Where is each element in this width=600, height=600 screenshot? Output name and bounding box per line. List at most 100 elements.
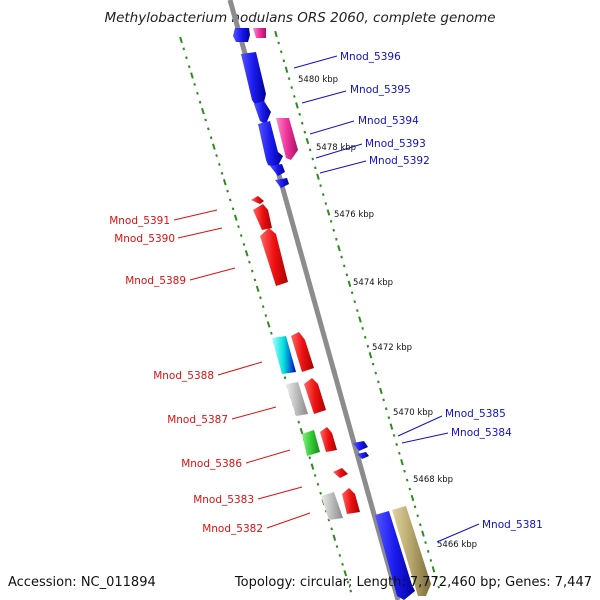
gene-label[interactable]: Mnod_5383 [193, 494, 254, 506]
label-leader [301, 90, 347, 104]
tick-label: 5468 kbp [413, 475, 453, 485]
gene-arrow[interactable] [276, 118, 298, 160]
gene-arrow[interactable] [357, 452, 369, 459]
guide-dot [424, 541, 427, 544]
tick-label: 5476 kbp [334, 210, 374, 220]
label-leader [189, 267, 236, 281]
guide-dot [231, 207, 235, 211]
guide-dot [437, 585, 440, 589]
forward-strand-genes [233, 28, 431, 600]
guide-tick [255, 285, 260, 293]
guide-dot [182, 47, 186, 51]
guide-tick [410, 494, 415, 502]
guide-tick [337, 245, 341, 252]
gene-label[interactable]: Mnod_5388 [153, 370, 214, 382]
gene-arrow[interactable] [253, 28, 266, 38]
gene-arrow[interactable] [260, 228, 288, 286]
gene-label[interactable]: Mnod_5389 [125, 275, 186, 287]
gene-label[interactable]: Mnod_5395 [350, 84, 411, 96]
gene-arrow[interactable] [304, 378, 326, 414]
gene-arrow[interactable] [342, 488, 360, 514]
tick-label: 5470 kbp [393, 408, 433, 418]
guide-dot [290, 86, 294, 89]
guide-dot [398, 451, 401, 455]
label-leader [266, 512, 311, 529]
guide-dot [338, 554, 342, 557]
gene-arrow[interactable] [254, 101, 271, 124]
gene-label[interactable]: Mnod_5384 [451, 427, 512, 439]
guide-tick [379, 387, 383, 395]
guide-dot [345, 273, 349, 277]
gene-label[interactable]: Mnod_5393 [365, 138, 426, 150]
gene-label[interactable]: Mnod_5392 [369, 155, 430, 167]
guide-dot [261, 305, 265, 309]
label-leader [397, 415, 443, 437]
gene-label[interactable]: Mnod_5387 [167, 414, 228, 426]
label-leader [315, 143, 363, 159]
guide-tick [332, 534, 337, 541]
guide-dot [329, 219, 333, 223]
guide-tick [266, 321, 271, 328]
tick-labels: 5480 kbp 5478 kbp 5476 kbp 5474 kbp 5472… [298, 75, 477, 550]
gene-label[interactable]: Mnod_5386 [181, 458, 242, 470]
gene-label[interactable]: Mnod_5381 [482, 519, 543, 531]
guide-tick [222, 179, 227, 186]
label-leader [245, 449, 291, 464]
gene-label[interactable]: Mnod_5396 [340, 51, 401, 63]
guide-dot [332, 228, 336, 232]
gene-label[interactable]: Mnod_5390 [114, 233, 175, 245]
guide-dot [408, 487, 412, 491]
gene-arrow[interactable] [333, 468, 348, 478]
accession-text: Accession: NC_011894 [8, 575, 156, 590]
guide-dot [416, 514, 419, 518]
guide-dot [341, 562, 344, 566]
gene-arrow[interactable] [291, 332, 314, 372]
guide-dot [321, 193, 325, 196]
guide-dot [198, 100, 202, 104]
guide-dot [319, 491, 322, 495]
gene-label[interactable]: Mnod_5385 [445, 408, 506, 420]
guide-dot [239, 234, 243, 237]
gene-label[interactable]: Mnod_5394 [358, 115, 419, 127]
guide-dot [314, 166, 317, 170]
guide-tick [400, 459, 404, 466]
guide-tick [274, 30, 278, 38]
guide-dot [300, 121, 304, 125]
guide-dot [298, 112, 301, 116]
gene-arrow[interactable] [233, 28, 250, 42]
label-leader [401, 432, 449, 444]
gene-arrow[interactable] [321, 492, 343, 520]
guide-dot [426, 550, 430, 553]
gene-arrow[interactable] [320, 427, 337, 452]
guide-dot [250, 269, 254, 273]
guide-dot [237, 225, 240, 229]
gene-label[interactable]: Mnod_5382 [202, 523, 263, 535]
gene-arrow[interactable] [275, 178, 289, 188]
gene-arrow[interactable] [258, 121, 283, 168]
gene-arrow[interactable] [302, 430, 320, 456]
gene-arrow[interactable] [375, 511, 415, 600]
guide-tick [305, 137, 310, 145]
guide-dot [253, 278, 257, 282]
gene-arrow[interactable] [272, 336, 296, 374]
gene-label[interactable]: Mnod_5391 [109, 215, 170, 227]
guide-dot [419, 523, 422, 527]
reverse-strand-genes [251, 196, 360, 520]
guide-dot [366, 344, 370, 348]
guide-dot [371, 362, 375, 366]
gene-arrow[interactable] [353, 441, 368, 451]
guide-dot [403, 469, 406, 473]
gene-arrow[interactable] [392, 506, 431, 596]
guide-dot [207, 127, 210, 131]
tick-label: 5466 kbp [437, 540, 477, 550]
guide-tick [368, 352, 373, 359]
forward-gene-labels: Mnod_5396 Mnod_5395 Mnod_5394 Mnod_5393 … [293, 51, 543, 543]
gene-arrow[interactable] [270, 164, 285, 176]
guide-dot [405, 478, 409, 482]
guide-tick [358, 316, 362, 323]
gene-arrow[interactable] [251, 196, 264, 204]
gene-arrow[interactable] [253, 204, 272, 230]
genome-summary-text: Topology: circular; Length: 7,772,460 bp… [234, 575, 592, 590]
gene-arrow[interactable] [286, 382, 308, 416]
gene-arrow[interactable] [241, 52, 266, 106]
